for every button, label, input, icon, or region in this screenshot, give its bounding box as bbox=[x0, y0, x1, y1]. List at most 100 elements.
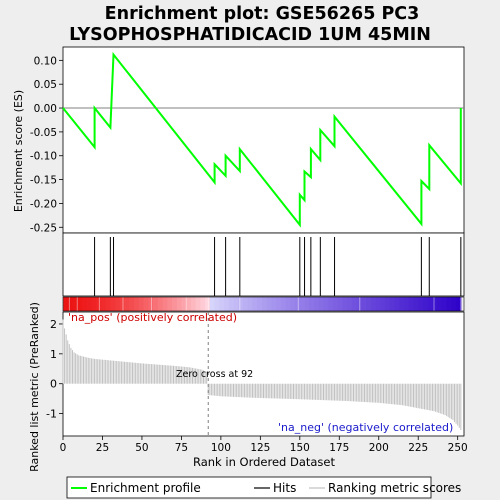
rank-y-tick-label: 0 bbox=[50, 378, 57, 391]
rank-color-segment bbox=[441, 297, 448, 311]
rank-color-segment bbox=[190, 297, 197, 311]
rank-color-segment bbox=[413, 297, 419, 311]
rank-color-border bbox=[62, 296, 465, 312]
rank-color-segment bbox=[304, 297, 310, 311]
es-y-tick-label: 0.10 bbox=[34, 55, 57, 67]
rank-color-segment bbox=[285, 297, 291, 311]
negative-correlation-label: 'na_neg' (negatively correlated) bbox=[278, 421, 453, 434]
rank-color-segment bbox=[290, 297, 296, 311]
es-y-tick-label: -0.25 bbox=[30, 222, 57, 234]
rank-color-segment bbox=[257, 297, 263, 311]
legend-ranking-label: Ranking metric scores bbox=[328, 481, 461, 495]
rank-color-segment bbox=[67, 297, 74, 311]
rank-color-segment bbox=[205, 297, 211, 311]
rank-color-segment bbox=[389, 297, 396, 311]
rank-color-segment bbox=[328, 297, 334, 311]
rank-color-segment bbox=[134, 297, 140, 311]
es-y-tick-label: -0.10 bbox=[30, 151, 57, 163]
rank-color-segment bbox=[342, 297, 348, 311]
rank-color-segment bbox=[209, 297, 216, 311]
rank-color-bar bbox=[62, 296, 465, 312]
rank-color-segment bbox=[100, 297, 107, 311]
rank-color-segment bbox=[323, 297, 329, 311]
rank-color-segment bbox=[228, 297, 235, 311]
rank-color-segment bbox=[81, 297, 88, 311]
x-tick-label: 25 bbox=[96, 442, 109, 454]
rank-color-segment bbox=[91, 297, 97, 311]
rank-color-segment bbox=[351, 297, 358, 311]
rank-color-segment bbox=[219, 297, 225, 311]
rank-color-segment bbox=[129, 297, 135, 311]
rank-color-segment bbox=[252, 297, 258, 311]
es-y-tick-label: 0.05 bbox=[34, 79, 57, 91]
rank-color-segment bbox=[119, 297, 126, 311]
rank-color-segment bbox=[314, 297, 320, 311]
rank-color-segment bbox=[63, 297, 69, 311]
rank-color-segment bbox=[361, 297, 367, 311]
x-tick-label: 225 bbox=[408, 442, 428, 454]
rank-color-segment bbox=[224, 297, 230, 311]
rank-color-segment bbox=[176, 297, 183, 311]
x-tick-label: 75 bbox=[175, 442, 188, 454]
chart-title-line1: Enrichment plot: GSE56265 PC3 bbox=[105, 4, 420, 24]
rank-color-segment bbox=[432, 297, 438, 311]
enrichment-profile-line bbox=[62, 51, 462, 228]
rank-color-segment bbox=[214, 297, 220, 311]
rank-color-segment bbox=[399, 297, 405, 311]
rank-color-segment bbox=[143, 297, 149, 311]
chart-title-line2: LYSOPHOSPHATIDICACID 1UM 45MIN bbox=[69, 25, 431, 45]
rank-color-segment bbox=[299, 297, 306, 311]
rank-y-tick-label: -1 bbox=[46, 408, 57, 421]
rank-color-segment bbox=[247, 297, 254, 311]
x-tick-label: 125 bbox=[250, 442, 270, 454]
rank-color-segment bbox=[332, 297, 339, 311]
zero-cross-label: Zero cross at 92 bbox=[176, 369, 253, 380]
rank-color-segment bbox=[404, 297, 410, 311]
rank-color-segment bbox=[261, 297, 268, 311]
rank-color-segment bbox=[318, 297, 325, 311]
rank-color-segment bbox=[347, 297, 353, 311]
rank-color-segment bbox=[105, 297, 111, 311]
rank-color-segment bbox=[157, 297, 164, 311]
rank-color-segment bbox=[271, 297, 277, 311]
rank-color-segment bbox=[437, 297, 443, 311]
legend-enrichment-label: Enrichment profile bbox=[90, 481, 201, 495]
x-tick-label: 175 bbox=[329, 442, 349, 454]
es-y-tick-label: -0.05 bbox=[30, 127, 57, 139]
rank-color-segment bbox=[233, 297, 239, 311]
rank-color-segment bbox=[171, 297, 178, 311]
rank-color-segment bbox=[152, 297, 159, 311]
rank-color-segment bbox=[266, 297, 272, 311]
x-tick-label: 50 bbox=[135, 442, 148, 454]
x-tick-label: 250 bbox=[448, 442, 468, 454]
rank-color-segment bbox=[309, 297, 315, 311]
rank-color-segment bbox=[295, 297, 301, 311]
rank-color-segment bbox=[200, 297, 206, 311]
rank-color-segment bbox=[422, 297, 429, 311]
es-y-tick-label: -0.15 bbox=[30, 175, 57, 187]
rank-color-segment bbox=[280, 297, 287, 311]
rank-y-tick-label: 2 bbox=[50, 318, 57, 331]
positive-correlation-label: 'na_pos' (positively correlated) bbox=[68, 311, 237, 324]
rank-color-segment bbox=[148, 297, 154, 311]
es-y-tick-label: 0.00 bbox=[34, 103, 57, 115]
rank-color-segment bbox=[370, 297, 377, 311]
rank-color-segment bbox=[195, 297, 201, 311]
rank-color-segment bbox=[427, 297, 434, 311]
es-y-axis-label: Enrichment score (ES) bbox=[12, 90, 25, 212]
rank-color-segment bbox=[356, 297, 362, 311]
rank-color-segment bbox=[276, 297, 282, 311]
es-panel bbox=[62, 46, 465, 234]
x-tick-label: 200 bbox=[369, 442, 389, 454]
rank-y-axis-label: Ranked list metric (PreRanked) bbox=[28, 302, 41, 472]
rank-panel bbox=[62, 311, 465, 437]
rank-color-segment bbox=[167, 297, 173, 311]
rank-color-segment bbox=[124, 297, 130, 311]
rank-color-segment bbox=[86, 297, 93, 311]
rank-color-segment bbox=[337, 297, 344, 311]
x-axis-label: Rank in Ordered Dataset bbox=[193, 455, 336, 469]
rank-color-segment bbox=[162, 297, 168, 311]
hits-panel bbox=[62, 232, 465, 297]
rank-color-segment bbox=[181, 297, 187, 311]
